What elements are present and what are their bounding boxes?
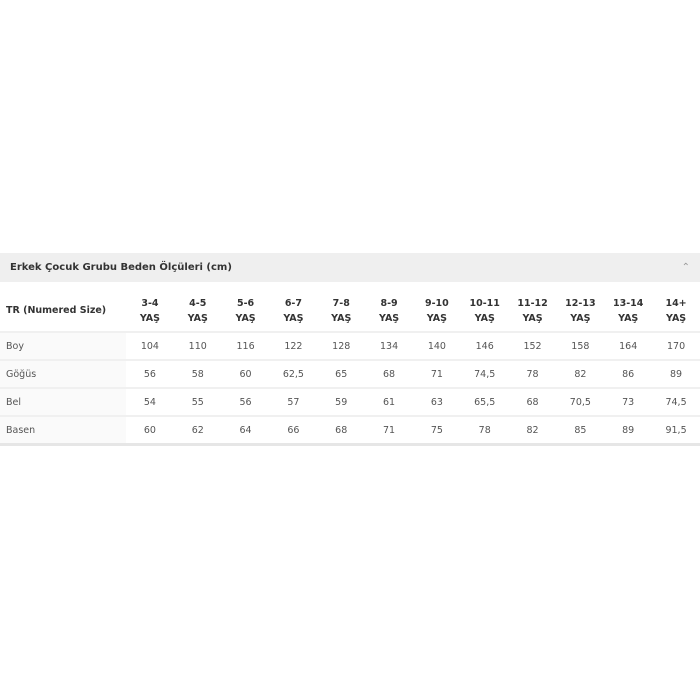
age-range: 12-13 — [565, 297, 596, 309]
age-range: 7-8 — [332, 297, 350, 309]
age-range: 11-12 — [517, 297, 548, 309]
measurement-cell: 134 — [365, 332, 413, 361]
measurement-cell: 56 — [126, 360, 174, 389]
measurement-cell: 146 — [460, 332, 509, 361]
size-chart-panel: Erkek Çocuk Grubu Beden Ölçüleri (cm) ⌃ … — [0, 253, 700, 446]
age-range: 10-11 — [469, 297, 500, 309]
age-range: 9-10 — [424, 297, 449, 309]
age-range: 8-9 — [380, 297, 398, 309]
age-range: 3-4 — [141, 297, 159, 309]
table-row: Basen 60 62 64 66 68 71 75 78 82 85 89 91,5 — [0, 416, 700, 446]
measurement-cell: 86 — [604, 360, 653, 389]
measurement-cell: 68 — [317, 416, 366, 446]
measurement-cell: 58 — [173, 360, 222, 389]
age-unit: YAŞ — [378, 312, 400, 324]
row-label: Bel — [0, 388, 126, 417]
measurement-cell: 64 — [221, 416, 270, 446]
row-label: Boy — [0, 332, 126, 361]
column-header: 6-7 YAŞ — [269, 290, 318, 333]
column-header: 9-10 YAŞ — [412, 290, 461, 333]
column-header: 4-5 YAŞ — [173, 290, 222, 333]
age-unit: YAŞ — [618, 312, 639, 324]
measurement-cell: 104 — [126, 332, 174, 361]
measurement-cell: 75 — [412, 416, 461, 446]
column-header: 8-9 YAŞ — [365, 290, 413, 333]
age-unit: YAŞ — [139, 312, 160, 324]
measurement-cell: 128 — [317, 332, 366, 361]
measurement-cell: 89 — [652, 360, 700, 389]
age-range: 13-14 — [613, 297, 644, 309]
measurement-cell: 85 — [556, 416, 605, 446]
column-header: 12-13 YAŞ — [556, 290, 605, 333]
size-table: TR (Numered Size) 3-4 YAŞ 4-5 YAŞ 5-6 YAŞ 6-7 Y… — [0, 290, 700, 446]
measurement-cell: 110 — [173, 332, 222, 361]
column-header: 3-4 YAŞ — [126, 290, 174, 333]
age-unit: YAŞ — [474, 312, 495, 324]
measurement-cell: 140 — [412, 332, 461, 361]
age-unit: YAŞ — [283, 312, 304, 324]
panel-title: Erkek Çocuk Grubu Beden Ölçüleri (cm) — [10, 262, 232, 273]
measurement-cell: 59 — [317, 388, 366, 417]
measurement-cell: 61 — [365, 388, 413, 417]
measurement-cell: 164 — [604, 332, 653, 361]
measurement-cell: 73 — [604, 388, 653, 417]
measurement-cell: 82 — [556, 360, 605, 389]
age-unit: YAŞ — [665, 312, 687, 324]
measurement-cell: 62,5 — [269, 360, 318, 389]
chevron-up-icon[interactable]: ⌃ — [681, 262, 690, 273]
measurement-cell: 89 — [604, 416, 653, 446]
age-range: 14+ — [665, 297, 687, 309]
measurement-cell: 54 — [126, 388, 174, 417]
table-row: Göğüs 56 58 60 62,5 65 68 71 74,5 78 82 86 89 — [0, 360, 700, 389]
table-row: Boy 104 110 116 122 128 134 140 146 152 158 164 170 — [0, 332, 700, 361]
measurement-cell: 63 — [412, 388, 461, 417]
measurement-cell: 70,5 — [556, 388, 605, 417]
measurement-cell: 158 — [556, 332, 605, 361]
measurement-cell: 57 — [269, 388, 318, 417]
measurement-cell: 62 — [173, 416, 222, 446]
column-header: 5-6 YAŞ — [221, 290, 270, 333]
age-range: 4-5 — [189, 297, 207, 309]
measurement-cell: 68 — [508, 388, 557, 417]
column-header: 14+ YAŞ — [652, 290, 700, 333]
measurement-cell: 68 — [365, 360, 413, 389]
measurement-cell: 170 — [652, 332, 700, 361]
age-unit: YAŞ — [331, 312, 352, 324]
measurement-cell: 65,5 — [460, 388, 509, 417]
age-unit: YAŞ — [522, 312, 543, 324]
row-label: Basen — [0, 416, 126, 446]
measurement-cell: 82 — [508, 416, 557, 446]
measurement-cell: 122 — [269, 332, 318, 361]
measurement-cell: 116 — [221, 332, 270, 361]
measurement-cell: 74,5 — [652, 388, 700, 417]
measurement-cell: 78 — [460, 416, 509, 446]
measurement-cell: 65 — [317, 360, 366, 389]
measurement-cell: 71 — [412, 360, 461, 389]
column-header: 7-8 YAŞ — [317, 290, 366, 333]
age-unit: YAŞ — [235, 312, 256, 324]
column-header: 10-11 YAŞ — [460, 290, 509, 333]
panel-header[interactable]: Erkek Çocuk Grubu Beden Ölçüleri (cm) ⌃ — [0, 253, 700, 282]
age-unit: YAŞ — [187, 312, 208, 324]
measurement-cell: 60 — [126, 416, 174, 446]
measurement-cell: 56 — [221, 388, 270, 417]
age-unit: YAŞ — [570, 312, 591, 324]
measurement-cell: 78 — [508, 360, 557, 389]
measurement-cell: 66 — [269, 416, 318, 446]
measurement-cell: 71 — [365, 416, 413, 446]
corner-header: TR (Numered Size) — [0, 290, 126, 333]
column-header: 13-14 YAŞ — [604, 290, 653, 333]
row-label: Göğüs — [0, 360, 126, 389]
age-range: 6-7 — [284, 297, 302, 309]
age-unit: YAŞ — [426, 312, 447, 324]
measurement-cell: 152 — [508, 332, 557, 361]
measurement-cell: 60 — [221, 360, 270, 389]
measurement-cell: 74,5 — [460, 360, 509, 389]
table-header-row: TR (Numered Size) 3-4 YAŞ 4-5 YAŞ 5-6 YAŞ 6-7 Y… — [0, 290, 700, 333]
measurement-cell: 91,5 — [652, 416, 700, 446]
age-range: 5-6 — [236, 297, 255, 309]
column-header: 11-12 YAŞ — [508, 290, 557, 333]
table-row: Bel 54 55 56 57 59 61 63 65,5 68 70,5 73 74,5 — [0, 388, 700, 417]
measurement-cell: 55 — [173, 388, 222, 417]
